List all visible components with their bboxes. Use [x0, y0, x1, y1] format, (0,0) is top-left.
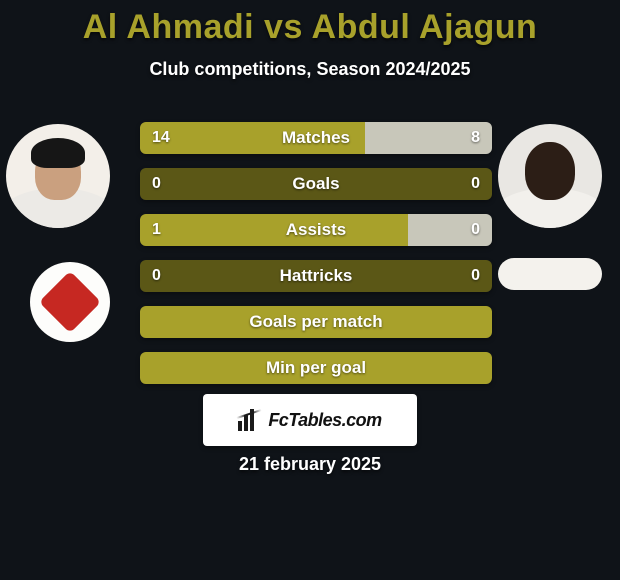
- stat-label: Hattricks: [140, 260, 492, 292]
- stat-row: Matches14 8: [140, 122, 492, 154]
- comparison-card: Al Ahmadi vs Abdul Ajagun Club competiti…: [0, 0, 620, 580]
- stat-row: Goals0 0: [140, 168, 492, 200]
- stat-row: Goals per match: [140, 306, 492, 338]
- stat-value-right: 0: [471, 168, 480, 200]
- brand-badge[interactable]: FcTables.com: [203, 394, 417, 446]
- brand-chart-icon: [238, 409, 260, 431]
- stat-value-right: 0: [471, 260, 480, 292]
- stat-value-left: 1: [152, 214, 161, 246]
- stat-label: Min per goal: [140, 352, 492, 384]
- brand-text: FcTables.com: [268, 410, 381, 431]
- stat-value-left: 14: [152, 122, 170, 154]
- stat-label: Goals per match: [140, 306, 492, 338]
- page-subtitle: Club competitions, Season 2024/2025: [0, 59, 620, 80]
- page-title: Al Ahmadi vs Abdul Ajagun: [0, 8, 620, 47]
- stat-value-left: 0: [152, 260, 161, 292]
- club-left-badge: [30, 262, 110, 342]
- stat-label: Goals: [140, 168, 492, 200]
- stat-bars: Matches148Goals00Assists10Hattricks00Goa…: [140, 122, 492, 398]
- club-right-badge: [498, 258, 602, 290]
- stat-value-right: 0: [471, 214, 480, 246]
- player-right-avatar: [498, 124, 602, 228]
- generated-date: 21 february 2025: [0, 454, 620, 475]
- stat-value-right: 8: [471, 122, 480, 154]
- stat-row: Assists1 0: [140, 214, 492, 246]
- stat-label: Assists: [140, 214, 492, 246]
- stat-value-left: 0: [152, 168, 161, 200]
- stat-row: Hattricks0 0: [140, 260, 492, 292]
- stat-row: Min per goal: [140, 352, 492, 384]
- player-left-avatar: [6, 124, 110, 228]
- stat-label: Matches: [140, 122, 492, 154]
